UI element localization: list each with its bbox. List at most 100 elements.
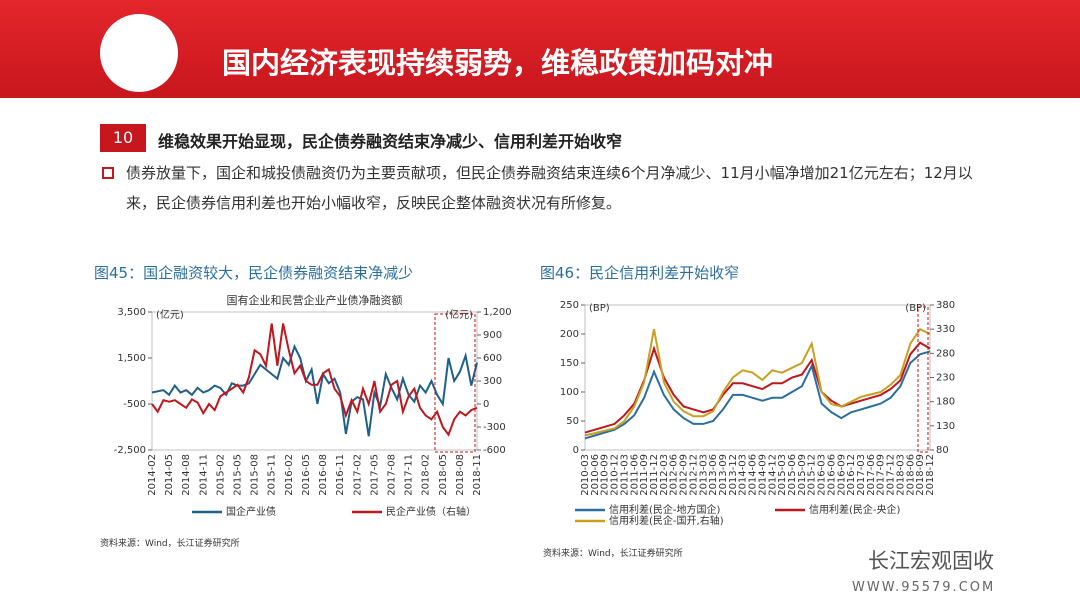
y-tick-label: 1,500 bbox=[117, 353, 146, 364]
x-tick-label: 2010-03 bbox=[580, 454, 591, 496]
x-tick-label: 2015-02 bbox=[215, 454, 226, 496]
x-tick-label: 2018-12 bbox=[925, 454, 936, 496]
caption: 图45：国企融资较大，民企债券融资结束净减少 bbox=[94, 264, 414, 282]
x-tick-label: 2017-09 bbox=[876, 454, 887, 496]
x-tick-label: 2011-09 bbox=[639, 454, 650, 496]
x-tick-label: 2018-02 bbox=[421, 454, 432, 496]
bullet-text: 债券放量下，国企和城投债融资仍为主要贡献项，但民企债券融资结束连续6个月净减少、… bbox=[126, 164, 973, 212]
y-tick-label: 3,500 bbox=[117, 307, 146, 318]
y2-tick-label: 900 bbox=[483, 330, 502, 341]
caption: 图46：民企信用利差开始收窄 bbox=[540, 264, 740, 282]
x-tick-label: 2011-06 bbox=[629, 454, 640, 496]
x-tick-label: 2011-12 bbox=[649, 454, 660, 496]
header-band bbox=[0, 0, 1080, 98]
x-tick-label: 2012-06 bbox=[669, 454, 680, 496]
legend-label: 民企产业债（右轴） bbox=[386, 505, 476, 518]
y2-tick-label: 80 bbox=[936, 445, 949, 456]
x-tick-label: 2014-11 bbox=[198, 454, 209, 496]
y2-tick-label: 230 bbox=[936, 373, 955, 384]
highlight-box bbox=[434, 313, 476, 453]
x-tick-label: 2016-11 bbox=[335, 454, 346, 496]
y2-tick-label: -300 bbox=[483, 422, 506, 433]
legend-label: 国企产业债 bbox=[226, 505, 276, 518]
x-tick-label: 2014-06 bbox=[748, 454, 759, 496]
highlight-box bbox=[917, 306, 929, 453]
legend-label: 信用利差(民企-国开,右轴) bbox=[609, 514, 724, 527]
section-title: 维稳效果开始显现，民企债券融资结束净减少、信用利差开始收窄 bbox=[158, 132, 623, 151]
series-line bbox=[584, 350, 931, 440]
x-tick-label: 2018-08 bbox=[455, 454, 466, 496]
y-tick-label: -500 bbox=[123, 399, 146, 410]
y2-tick-label: 180 bbox=[936, 397, 955, 408]
chart: 0 50 100 150 200 250 80 130 180 230 280 330 380 2010-… bbox=[560, 300, 955, 527]
y2-tick-label: 0 bbox=[483, 399, 489, 410]
x-tick-label: 2017-11 bbox=[404, 454, 415, 496]
header-title: 国内经济表现持续弱势，维稳政策加码对冲 bbox=[222, 46, 774, 80]
x-tick-label: 2018-09 bbox=[915, 454, 926, 496]
y2-tick-label: 600 bbox=[483, 353, 502, 364]
x-tick-label: 2013-03 bbox=[698, 454, 709, 496]
x-tick-label: 2016-12 bbox=[846, 454, 857, 496]
x-tick-label: 2016-08 bbox=[318, 454, 329, 496]
site: WWW.95579.COM bbox=[852, 580, 996, 595]
series-line bbox=[151, 343, 478, 437]
x-tick-label: 2015-09 bbox=[797, 454, 808, 496]
chart: -2,500 -500 1,500 3,500 -600 -300 0 300 600 900 1,… bbox=[114, 293, 512, 518]
x-tick-label: 2016-03 bbox=[817, 454, 828, 496]
x-tick-label: 2014-12 bbox=[767, 454, 778, 496]
x-tick-label: 2017-06 bbox=[866, 454, 877, 496]
x-tick-label: 2018-11 bbox=[472, 454, 483, 496]
x-tick-label: 2014-05 bbox=[164, 454, 175, 496]
x-tick-label: 2016-06 bbox=[826, 454, 837, 496]
section-number: 10 bbox=[100, 124, 146, 152]
x-tick-label: 2010-09 bbox=[600, 454, 611, 496]
y-tick-label: 100 bbox=[560, 387, 579, 398]
x-tick-label: 2017-03 bbox=[856, 454, 867, 496]
x-tick-label: 2014-08 bbox=[181, 454, 192, 496]
x-tick-label: 2018-05 bbox=[438, 454, 449, 496]
y2-tick-label: 1,200 bbox=[483, 307, 512, 318]
x-tick-label: 2014-09 bbox=[757, 454, 768, 496]
y2-tick-label: 130 bbox=[936, 421, 955, 432]
x-tick-label: 2018-06 bbox=[905, 454, 916, 496]
x-tick-label: 2016-09 bbox=[836, 454, 847, 496]
legend-label: 信用利差(民企-央企) bbox=[809, 503, 901, 516]
x-tick-label: 2018-03 bbox=[895, 454, 906, 496]
x-tick-label: 2012-09 bbox=[679, 454, 690, 496]
x-tick-label: 2010-12 bbox=[610, 454, 621, 496]
brand: 长江宏观固收 bbox=[868, 549, 994, 573]
y-tick-label: 250 bbox=[560, 300, 579, 311]
y-tick-label: -2,500 bbox=[114, 445, 146, 456]
x-tick-label: 2016-02 bbox=[284, 454, 295, 496]
legend-label: 信用利差(民企-地方国企) bbox=[609, 503, 721, 516]
x-tick-label: 2015-06 bbox=[787, 454, 798, 496]
y2-tick-label: 380 bbox=[936, 300, 955, 311]
x-tick-label: 2010-06 bbox=[590, 454, 601, 496]
source: 资料来源：Wind，长江证券研究所 bbox=[543, 549, 683, 559]
series-line bbox=[151, 323, 478, 437]
x-tick-label: 2017-05 bbox=[369, 454, 380, 496]
y-axis-label: (亿元) bbox=[156, 308, 184, 321]
x-tick-label: 2012-12 bbox=[688, 454, 699, 496]
y2-tick-label: 330 bbox=[936, 324, 955, 335]
series-line bbox=[584, 327, 931, 437]
y-tick-label: 50 bbox=[566, 416, 579, 427]
x-tick-label: 2013-09 bbox=[718, 454, 729, 496]
y-tick-label: 150 bbox=[560, 358, 579, 369]
x-tick-label: 2015-03 bbox=[777, 454, 788, 496]
x-tick-label: 2014-03 bbox=[738, 454, 749, 496]
y2-axis-label: (亿元) bbox=[445, 308, 473, 321]
x-tick-label: 2015-05 bbox=[233, 454, 244, 496]
x-tick-label: 2013-06 bbox=[708, 454, 719, 496]
y2-axis-label: (BP) bbox=[905, 303, 926, 314]
x-tick-label: 2016-05 bbox=[301, 454, 312, 496]
chart-title: 国有企业和民营企业产业债净融资额 bbox=[227, 293, 403, 307]
y-axis-label: (BP) bbox=[589, 303, 610, 314]
x-tick-label: 2017-08 bbox=[386, 454, 397, 496]
y2-tick-label: 300 bbox=[483, 376, 502, 387]
x-tick-label: 2013-12 bbox=[728, 454, 739, 496]
x-tick-label: 2011-03 bbox=[619, 454, 630, 496]
x-tick-label: 2014-02 bbox=[147, 454, 158, 496]
y-tick-label: 200 bbox=[560, 329, 579, 340]
